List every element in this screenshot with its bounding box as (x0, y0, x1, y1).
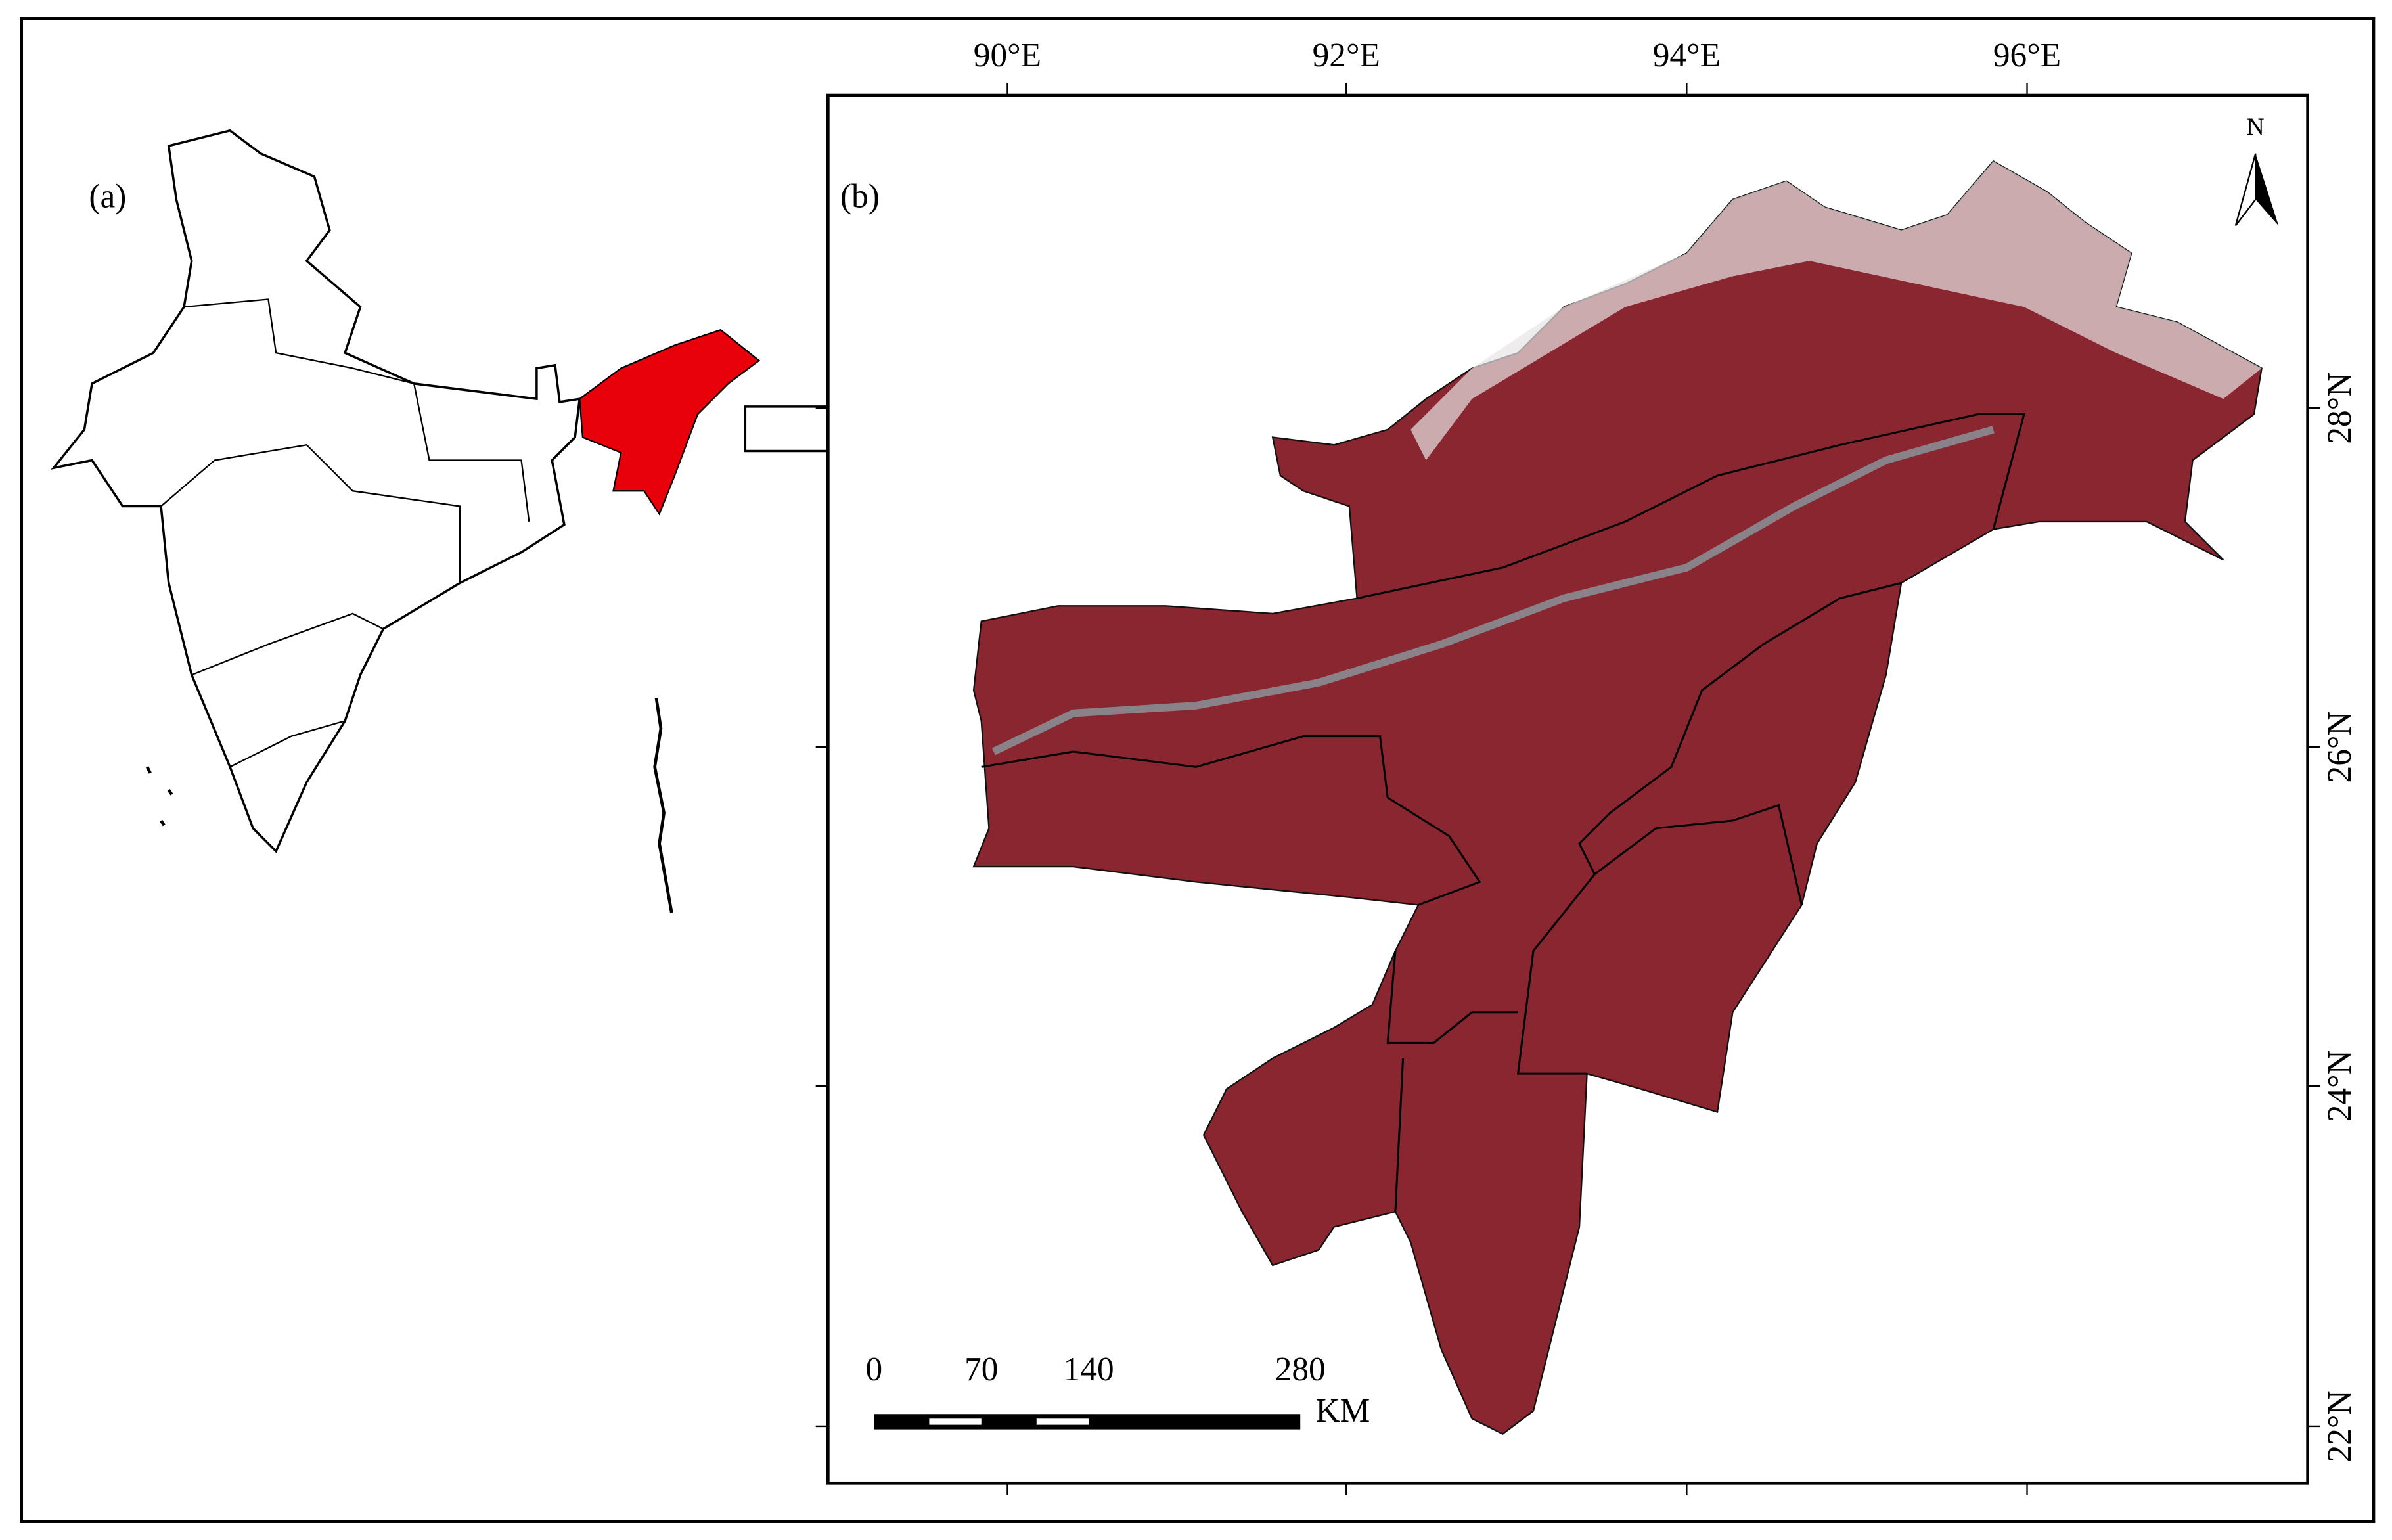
longitude-label: 96°E (1993, 37, 2061, 74)
border (1594, 804, 1803, 905)
longitude-label: 94°E (1653, 37, 1721, 74)
india-outline (51, 129, 581, 853)
state-borders (981, 413, 2025, 1212)
latitude-label: 22°N (2321, 1390, 2358, 1462)
scale-unit: KM (1316, 1392, 1370, 1430)
longitude-label: 90°E (974, 37, 1041, 74)
panel-label: (a) (89, 178, 126, 215)
scale-label: 0 (866, 1351, 883, 1388)
scale-label: 140 (1064, 1351, 1114, 1388)
islands (145, 697, 673, 913)
scale-label: 280 (1275, 1351, 1326, 1388)
scale-bar-segment (929, 1418, 982, 1425)
brahmaputra-river (991, 426, 1995, 756)
state-borders (160, 443, 461, 583)
border (1516, 581, 1902, 1075)
latitude-label: 24°N (2321, 1050, 2358, 1121)
latitude-label: 26°N (2321, 712, 2358, 783)
northeast-region (972, 160, 2263, 1435)
state-borders (191, 612, 384, 676)
scale-label: 70 (964, 1351, 998, 1388)
scale-bar-segment (1036, 1418, 1089, 1425)
border (1386, 951, 1518, 1044)
longitude-label: 92°E (1313, 37, 1380, 74)
state-borders (229, 720, 346, 768)
border (981, 735, 1481, 906)
latitude-label: 28°N (2321, 373, 2358, 444)
north-label: N (2247, 114, 2265, 141)
border (1357, 413, 2025, 600)
snow-cover (1410, 161, 2262, 461)
border (1394, 1058, 1405, 1212)
panel-label: (b) (840, 178, 880, 215)
northeast-india (579, 328, 761, 516)
graticule: 90°E 92°E 94°E 96°E 22°N 24°N 26°N 28°N (815, 37, 2358, 1495)
state-borders (183, 298, 530, 522)
